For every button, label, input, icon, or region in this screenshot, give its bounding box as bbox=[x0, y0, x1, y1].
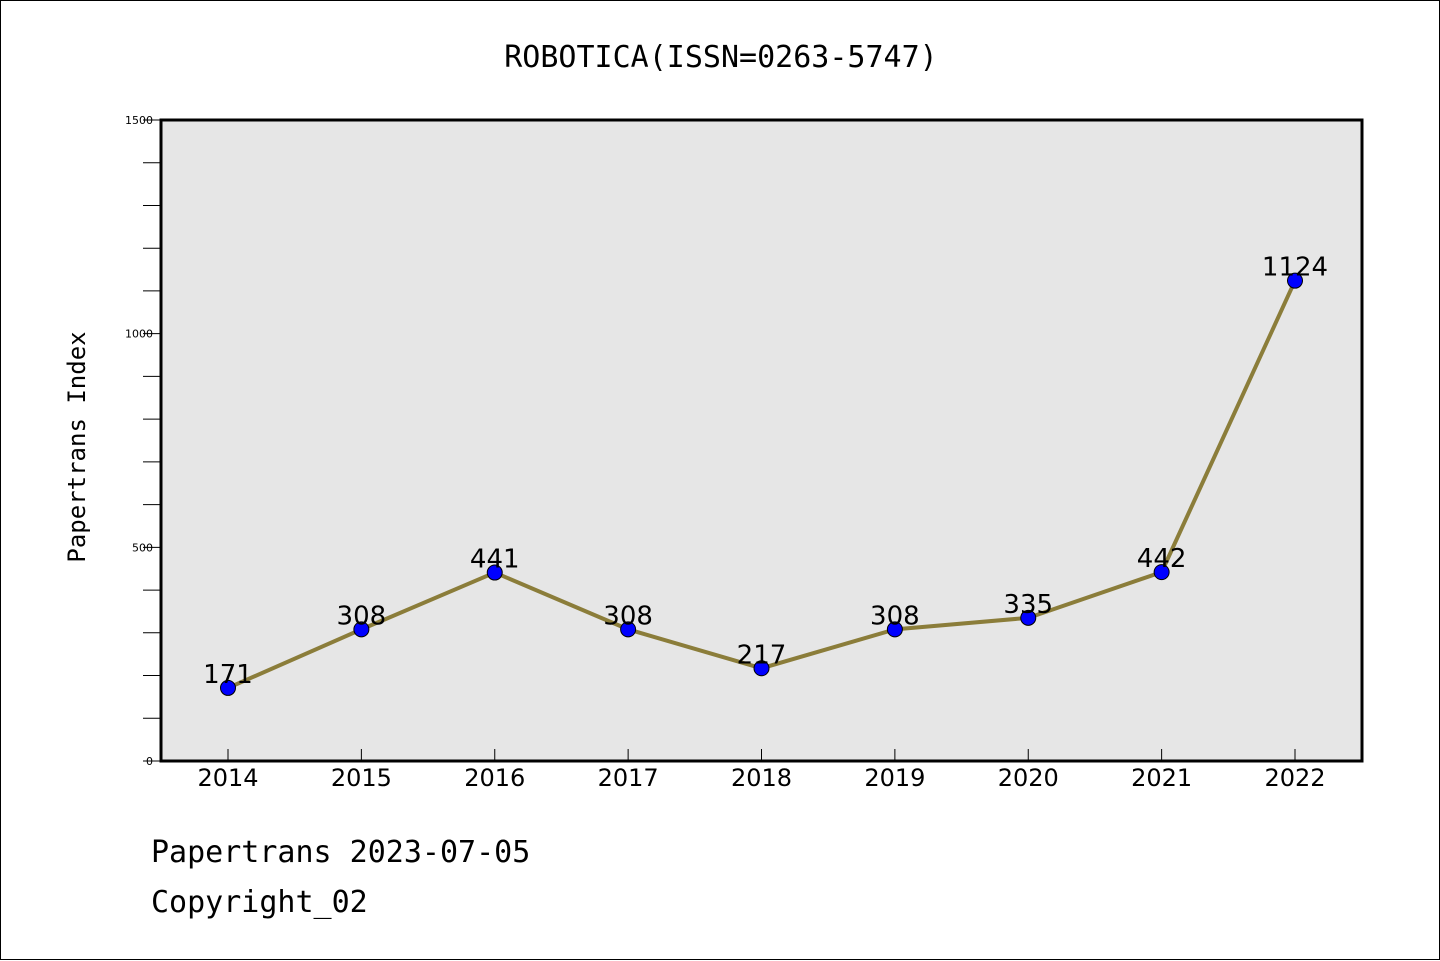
x-tick-label: 2019 bbox=[864, 764, 925, 792]
x-tick-label: 2021 bbox=[1131, 764, 1192, 792]
data-label: 1124 bbox=[1262, 253, 1328, 283]
x-tick-label: 2022 bbox=[1264, 764, 1325, 792]
data-label: 308 bbox=[870, 601, 920, 631]
data-point bbox=[620, 621, 637, 638]
data-label: 442 bbox=[1137, 544, 1187, 574]
x-tick-label: 2020 bbox=[998, 764, 1059, 792]
plot-area bbox=[161, 120, 1362, 761]
y-tick-label: 1000 bbox=[125, 328, 153, 341]
data-point bbox=[1153, 564, 1170, 581]
data-point bbox=[353, 621, 370, 638]
data-label: 308 bbox=[603, 601, 653, 631]
data-point bbox=[486, 564, 503, 581]
data-label: 335 bbox=[1003, 590, 1053, 620]
data-point bbox=[886, 621, 903, 638]
footer-date: Papertrans 2023-07-05 bbox=[151, 835, 531, 870]
data-label: 441 bbox=[470, 545, 520, 575]
x-tick-label: 2014 bbox=[197, 764, 258, 792]
y-tick-label: 500 bbox=[132, 541, 153, 554]
data-label: 171 bbox=[203, 660, 253, 690]
x-tick-label: 2018 bbox=[731, 764, 792, 792]
data-point bbox=[753, 660, 770, 677]
plot-frame bbox=[159, 118, 1364, 763]
footer-copyright: Copyright_02 bbox=[151, 885, 368, 920]
data-point bbox=[1287, 272, 1303, 289]
x-tick-label: 2017 bbox=[598, 764, 659, 792]
y-tick-label: 0 bbox=[146, 755, 153, 768]
data-point bbox=[1020, 609, 1037, 626]
data-point bbox=[220, 679, 236, 696]
x-tick-label: 2016 bbox=[464, 764, 525, 792]
data-label: 217 bbox=[737, 640, 787, 670]
x-tick-label: 2015 bbox=[331, 764, 392, 792]
y-axis-label: Papertrans Index bbox=[63, 331, 91, 562]
data-label: 308 bbox=[337, 601, 387, 631]
y-tick-label: 1500 bbox=[125, 114, 153, 127]
chart-title: ROBOTICA(ISSN=0263-5747) bbox=[504, 40, 937, 75]
